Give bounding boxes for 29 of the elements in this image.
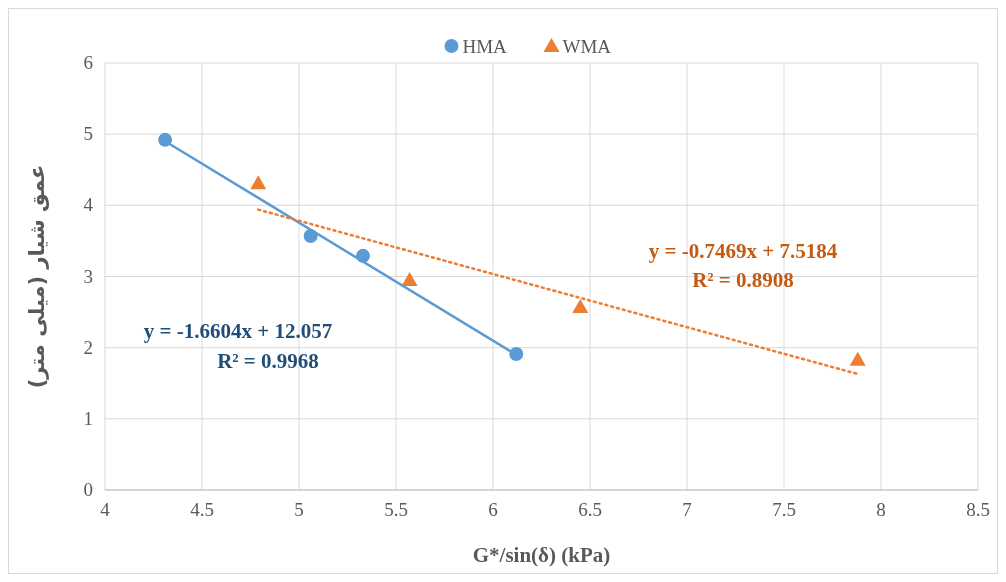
x-tick-label: 4: [100, 499, 111, 520]
point: [849, 351, 866, 366]
y-axis-title: عمق شیار (میلی متر): [25, 164, 49, 389]
y-tick-label: 3: [83, 265, 93, 287]
annotation: y = -0.7469x + 7.5184: [648, 239, 838, 263]
x-tick-label: 7: [682, 499, 692, 520]
y-tick-label: 2: [83, 336, 93, 358]
annotation: y = -1.6604x + 12.057: [143, 319, 333, 343]
legend-label: WMA: [562, 36, 612, 57]
x-tick-label: 8.5: [966, 499, 990, 520]
x-tick-label: 4.5: [190, 499, 214, 520]
x-tick-label: 5.5: [384, 499, 408, 520]
x-tick-label: 7.5: [772, 499, 796, 520]
x-tick-label: 6: [488, 499, 498, 520]
y-tick-label: 6: [83, 52, 93, 73]
x-axis-title: G*/sin(δ) (kPa): [472, 543, 611, 567]
legend-label: HMA: [462, 36, 508, 57]
point: [401, 272, 418, 287]
y-tick-label: 5: [83, 123, 93, 145]
y-tick-label: 0: [83, 479, 93, 500]
annotation: R² = 0.8908: [692, 268, 794, 292]
y-tick-label: 1: [83, 407, 93, 429]
point: [572, 299, 589, 314]
point: [250, 175, 267, 190]
y-tick-label: 4: [83, 194, 94, 216]
x-tick-label: 5: [294, 499, 304, 520]
x-tick-label: 6.5: [578, 499, 602, 520]
annotation: R² = 0.9968: [217, 349, 319, 373]
x-tick-label: 8: [876, 499, 886, 520]
